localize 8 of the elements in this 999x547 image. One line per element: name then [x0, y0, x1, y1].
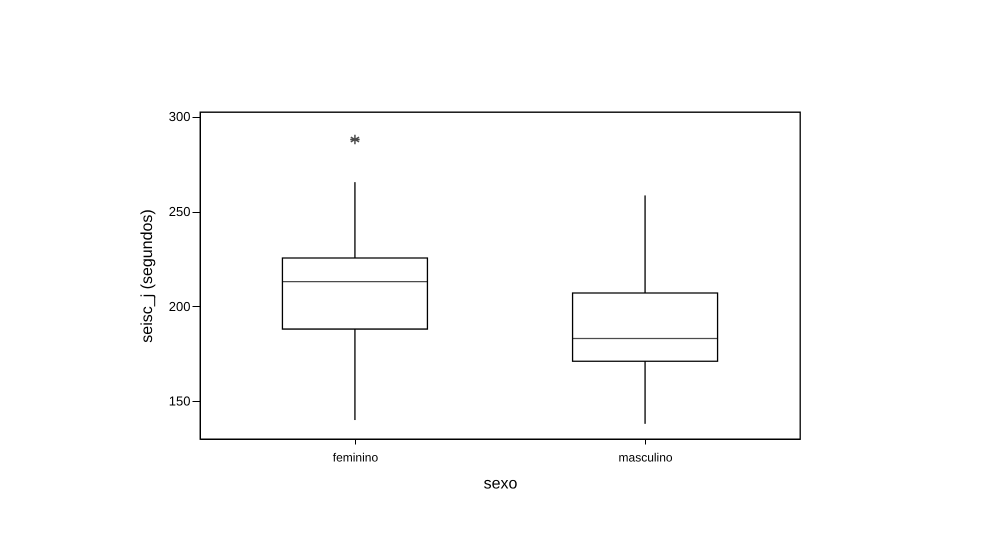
y-tick-label: 200 — [168, 298, 190, 314]
y-axis-title: seisc_j (segundos) — [138, 209, 156, 343]
y-tick-label: 250 — [168, 204, 190, 220]
x-tick-label: feminino — [332, 450, 378, 464]
y-tick-label: 300 — [168, 109, 190, 124]
y-tick-label: 150 — [168, 394, 190, 409]
x-axis-title: sexo — [484, 476, 518, 492]
x-tick-label: masculino — [618, 450, 673, 464]
